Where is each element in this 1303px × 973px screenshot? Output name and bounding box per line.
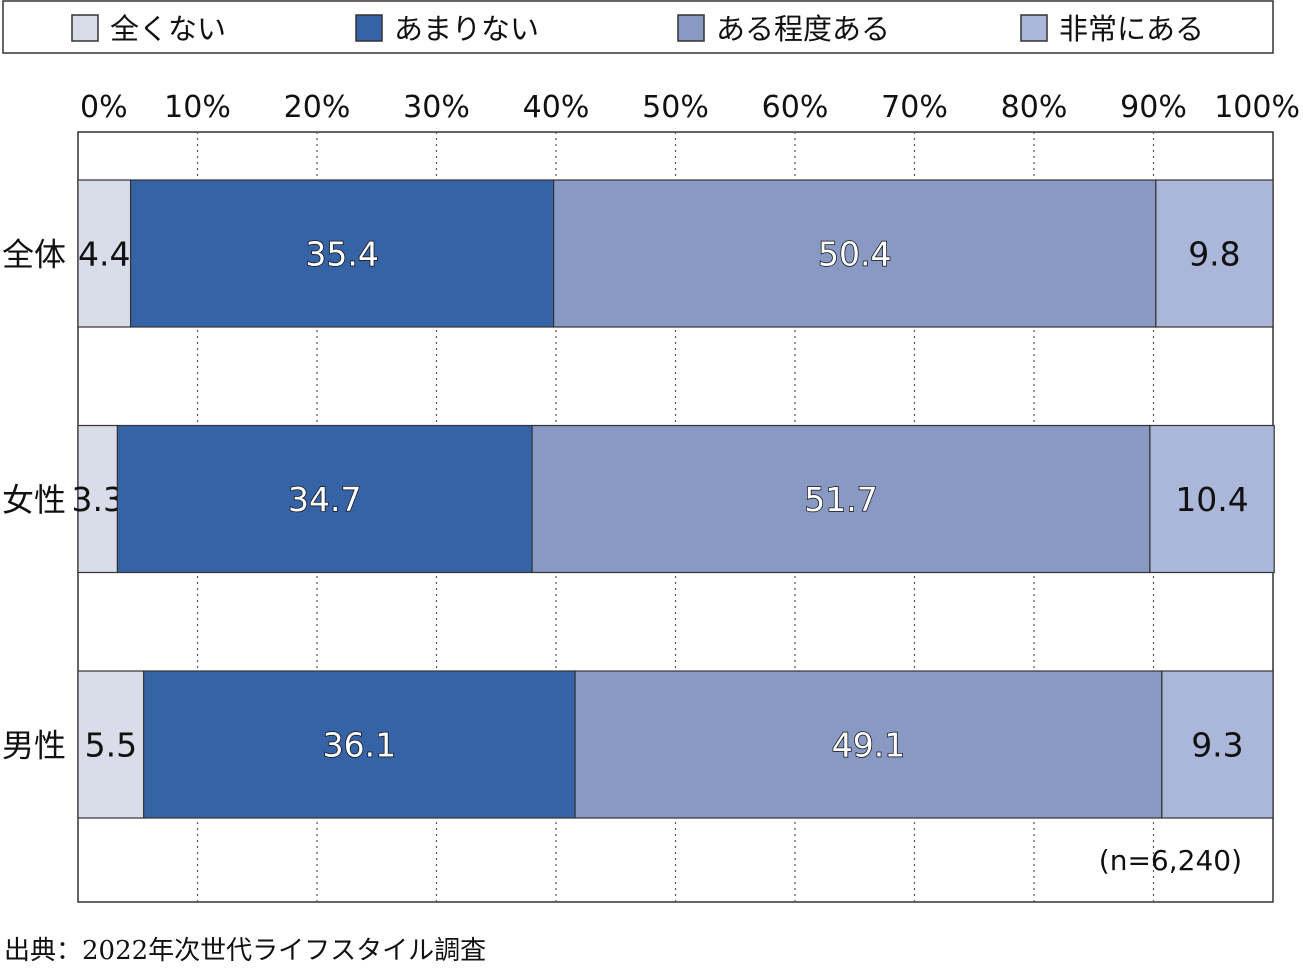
legend-item: 非常にある xyxy=(1020,12,1204,46)
bars: 4.4 35.4 50.4 9.8 3.3 34.7 51.7 10.4 5.5 36.1 49.1… xyxy=(71,179,1275,819)
data-label: 51.7 xyxy=(804,480,877,519)
bar-row: 5.5 36.1 49.1 9.3 xyxy=(77,670,1274,819)
bar-row: 4.4 35.4 50.4 9.8 xyxy=(77,179,1274,328)
bar-row: 3.3 34.7 51.7 10.4 xyxy=(71,424,1275,574)
legend-swatch xyxy=(677,14,705,42)
bar-segment xyxy=(143,670,576,819)
legend-item: あまりない xyxy=(355,12,539,46)
data-label: 10.4 xyxy=(1175,480,1248,519)
legend-item: ある程度ある xyxy=(677,12,890,46)
legend-item: 全くない xyxy=(71,12,226,46)
data-label: 36.1 xyxy=(323,726,396,765)
data-label: 4.4 xyxy=(78,235,130,274)
data-label: 9.8 xyxy=(1188,235,1240,274)
x-tick-label: 30% xyxy=(403,90,470,125)
data-label: 35.4 xyxy=(305,235,378,274)
category-label: 男性 xyxy=(2,727,66,765)
x-tick-label: 90% xyxy=(1120,90,1187,125)
x-tick-label: 100% xyxy=(1214,90,1300,125)
bar-segment xyxy=(116,424,533,574)
x-tick-label: 10% xyxy=(164,90,231,125)
bar-segment xyxy=(1161,670,1274,819)
legend-label: ある程度ある xyxy=(716,12,890,46)
x-tick-label: 50% xyxy=(642,90,709,125)
bar-segment xyxy=(1149,424,1275,574)
legend-swatch xyxy=(1020,14,1048,42)
data-label: 50.4 xyxy=(818,235,891,274)
bar-segment xyxy=(77,179,132,328)
legend-swatch xyxy=(355,14,383,42)
legend-label: 非常にある xyxy=(1059,12,1204,46)
legend-swatch xyxy=(71,14,99,42)
bar-segment xyxy=(129,179,555,328)
data-label: 9.3 xyxy=(1191,726,1243,765)
data-label: 34.7 xyxy=(288,480,361,519)
sample-size-label: (n=6,240) xyxy=(1099,844,1242,877)
bar-segment xyxy=(553,179,1157,328)
bar-segment xyxy=(77,670,145,819)
legend-label: 全くない xyxy=(110,12,226,46)
legend: 全くない あまりない ある程度ある 非常にある xyxy=(2,0,1274,54)
bar-segment xyxy=(531,424,1151,574)
data-label: 5.5 xyxy=(85,726,137,765)
category-label: 女性 xyxy=(2,481,66,519)
data-label: 3.3 xyxy=(71,480,123,519)
x-tick-label: 60% xyxy=(762,90,829,125)
x-tick-label: 70% xyxy=(881,90,948,125)
legend-box xyxy=(2,0,1274,54)
data-label: 49.1 xyxy=(832,726,905,765)
x-tick-label: 80% xyxy=(1001,90,1068,125)
bar-segment xyxy=(1155,179,1274,328)
bar-segment xyxy=(574,670,1163,819)
source-note: 出典：2022年次世代ライフスタイル調査 xyxy=(4,936,487,966)
category-label: 全体 xyxy=(2,236,66,274)
x-tick-label: 20% xyxy=(284,90,351,125)
x-tick-label: 0% xyxy=(80,90,128,125)
legend-label: あまりない xyxy=(394,12,539,46)
bar-segment xyxy=(77,424,119,574)
x-axis-ticks: 0% 10% 20% 30% 40% 50% 60% 70% 80% 90% 100% xyxy=(80,90,1300,125)
x-tick-label: 40% xyxy=(523,90,590,125)
